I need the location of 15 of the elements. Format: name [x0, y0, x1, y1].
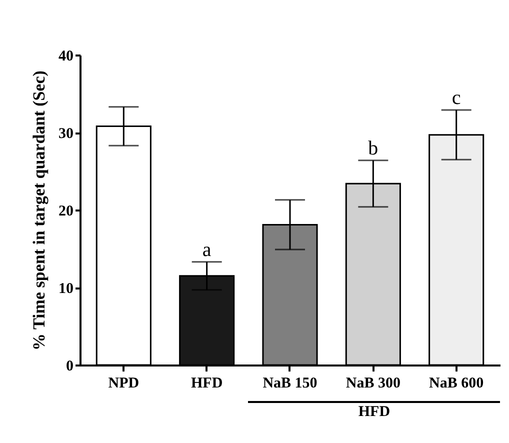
x-tick-label: NPD: [108, 376, 140, 392]
y-tick-label: 30: [58, 126, 74, 142]
y-tick-label: 40: [58, 48, 74, 64]
annotation: b: [368, 137, 378, 160]
annotation: c: [452, 87, 461, 110]
x-tick-label: NaB 300: [346, 376, 400, 392]
text: HFD: [357, 404, 392, 421]
x-tick-label: NaB 600: [429, 376, 484, 392]
y-axis-title: % Time spent in target quardant (Sec): [30, 70, 48, 350]
annotation: a: [202, 238, 212, 261]
x-tick-label: HFD: [190, 376, 223, 392]
y-tick-label: 20: [58, 204, 74, 220]
x-tick-label: NaB 150: [262, 376, 318, 392]
y-tick-label: 10: [58, 281, 74, 297]
y-tick-label: 0: [66, 358, 74, 374]
